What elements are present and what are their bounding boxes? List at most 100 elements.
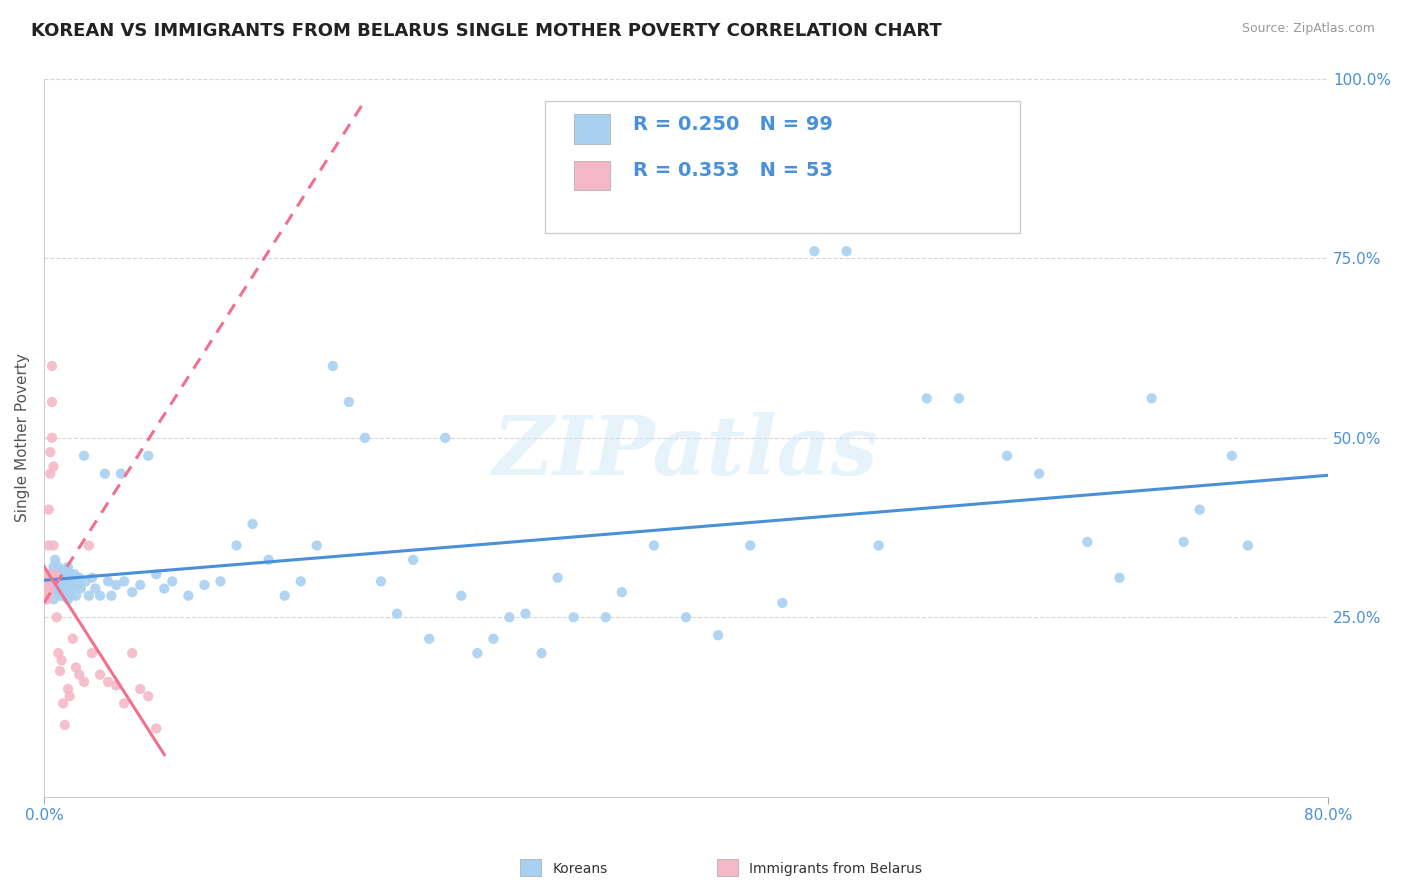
- FancyBboxPatch shape: [574, 161, 610, 190]
- Bar: [520, 858, 541, 876]
- Point: [112, 697, 135, 711]
- Point: [35, 578, 58, 592]
- Point: [38, 578, 60, 592]
- Point: [434, 431, 457, 445]
- Point: [562, 610, 585, 624]
- Point: [58, 567, 80, 582]
- Point: [55, 585, 77, 599]
- Point: [41, 431, 63, 445]
- Point: [42, 560, 65, 574]
- Point: [515, 607, 537, 621]
- Point: [121, 646, 143, 660]
- Point: [35, 567, 58, 582]
- Point: [41, 585, 63, 599]
- Text: R = 0.353   N = 53: R = 0.353 N = 53: [633, 161, 834, 180]
- Point: [77, 589, 100, 603]
- Point: [35, 589, 58, 603]
- Point: [1220, 449, 1243, 463]
- Point: [385, 607, 408, 621]
- Point: [915, 392, 938, 406]
- Point: [41, 359, 63, 373]
- Point: [34, 592, 56, 607]
- Point: [595, 610, 617, 624]
- Point: [45, 585, 67, 599]
- Point: [643, 539, 665, 553]
- Text: Source: ZipAtlas.com: Source: ZipAtlas.com: [1241, 22, 1375, 36]
- Point: [112, 574, 135, 589]
- Point: [136, 689, 159, 703]
- Point: [803, 244, 825, 259]
- Text: KOREAN VS IMMIGRANTS FROM BELARUS SINGLE MOTHER POVERTY CORRELATION CHART: KOREAN VS IMMIGRANTS FROM BELARUS SINGLE…: [31, 22, 942, 40]
- Text: Koreans: Koreans: [553, 863, 607, 876]
- Point: [41, 574, 63, 589]
- Point: [65, 660, 87, 674]
- Point: [129, 578, 152, 592]
- Point: [273, 589, 295, 603]
- Point: [49, 578, 72, 592]
- Point: [60, 589, 83, 603]
- Point: [177, 589, 200, 603]
- Point: [38, 585, 60, 599]
- Point: [35, 574, 58, 589]
- Point: [100, 589, 122, 603]
- Point: [530, 646, 553, 660]
- Point: [51, 582, 73, 596]
- Point: [129, 681, 152, 696]
- Point: [121, 585, 143, 599]
- Point: [34, 578, 56, 592]
- Point: [610, 585, 633, 599]
- Point: [34, 585, 56, 599]
- Point: [1076, 535, 1098, 549]
- Point: [354, 431, 377, 445]
- Point: [51, 571, 73, 585]
- Point: [34, 571, 56, 585]
- Point: [97, 674, 120, 689]
- Point: [38, 539, 60, 553]
- Point: [995, 449, 1018, 463]
- Point: [34, 585, 56, 599]
- Point: [305, 539, 328, 553]
- Point: [45, 567, 67, 582]
- Point: [498, 610, 520, 624]
- Point: [34, 574, 56, 589]
- Point: [58, 578, 80, 592]
- Point: [45, 610, 67, 624]
- Point: [1140, 392, 1163, 406]
- Point: [60, 574, 83, 589]
- Point: [1028, 467, 1050, 481]
- Point: [257, 553, 280, 567]
- Point: [868, 539, 890, 553]
- Point: [65, 589, 87, 603]
- Point: [73, 449, 96, 463]
- Point: [53, 578, 76, 592]
- Point: [105, 578, 128, 592]
- Point: [62, 632, 84, 646]
- Point: [1173, 535, 1195, 549]
- Point: [145, 567, 167, 582]
- Point: [38, 582, 60, 596]
- Text: R = 0.250   N = 99: R = 0.250 N = 99: [633, 115, 834, 134]
- Point: [110, 467, 132, 481]
- Point: [49, 589, 72, 603]
- Point: [136, 449, 159, 463]
- Point: [42, 592, 65, 607]
- Point: [290, 574, 312, 589]
- Point: [58, 689, 80, 703]
- Point: [34, 578, 56, 592]
- Point: [39, 467, 62, 481]
- Point: [38, 502, 60, 516]
- Point: [482, 632, 505, 646]
- Point: [53, 567, 76, 582]
- Point: [770, 596, 793, 610]
- Point: [53, 718, 76, 732]
- Point: [34, 582, 56, 596]
- Point: [145, 722, 167, 736]
- Bar: [717, 858, 738, 876]
- Point: [52, 564, 75, 578]
- Point: [94, 467, 117, 481]
- Point: [89, 589, 111, 603]
- FancyBboxPatch shape: [544, 101, 1019, 234]
- Point: [80, 646, 103, 660]
- Point: [67, 667, 90, 681]
- Point: [49, 664, 72, 678]
